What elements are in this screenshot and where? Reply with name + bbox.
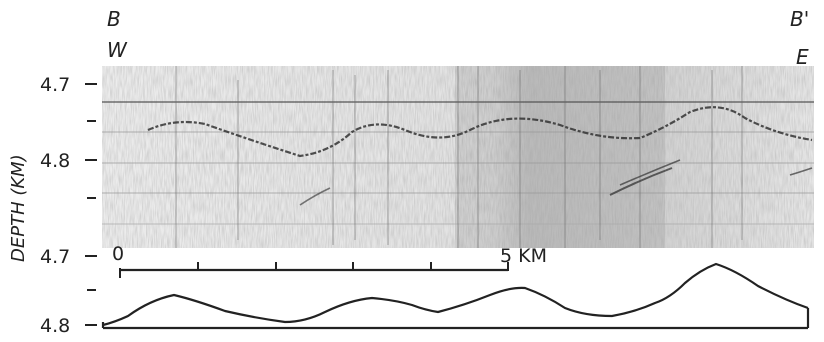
left-direction-label: W [107, 38, 128, 62]
right-direction-label: E [796, 45, 809, 69]
scale-start-label: 0 [112, 243, 124, 265]
upper-top-tick-label: 4.7 [40, 74, 70, 96]
upper-mid-tick-label: 4.8 [40, 150, 70, 172]
seismic-section [102, 66, 814, 248]
left-line-label: B [107, 7, 121, 31]
right-line-label: B' [790, 7, 809, 31]
scale-end-label: 5 KM [500, 245, 547, 267]
scale-bar: 0 5 KM [112, 243, 547, 278]
y-axis-title: DEPTH (KM) [8, 154, 29, 262]
interpreted-profile [101, 262, 810, 330]
lower-top-tick-label: 4.7 [40, 246, 70, 268]
lower-bottom-tick-label: 4.8 [40, 315, 70, 337]
